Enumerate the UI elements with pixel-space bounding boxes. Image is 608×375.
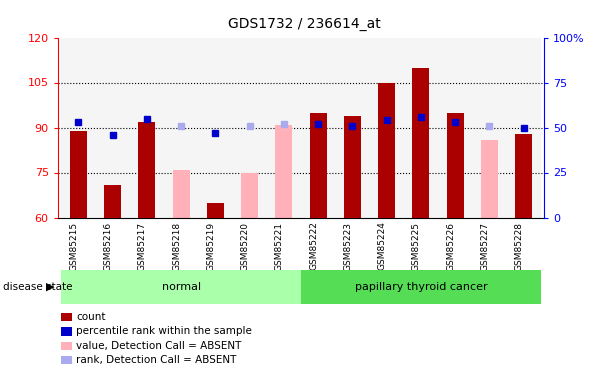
Bar	[301, 38, 335, 218]
Text: GSM85227: GSM85227	[480, 222, 489, 270]
Text: GDS1732 / 236614_at: GDS1732 / 236614_at	[227, 17, 381, 31]
Bar	[506, 38, 541, 218]
Text: GSM85224: GSM85224	[378, 222, 387, 270]
Text: GSM85220: GSM85220	[241, 222, 249, 270]
Bar	[472, 38, 506, 218]
Bar	[267, 38, 301, 218]
Text: percentile rank within the sample: percentile rank within the sample	[76, 327, 252, 336]
Bar	[104, 184, 121, 218]
Text: ▶: ▶	[46, 282, 55, 292]
Text: rank, Detection Call = ABSENT: rank, Detection Call = ABSENT	[76, 355, 237, 365]
Bar	[61, 270, 301, 304]
Bar	[481, 140, 498, 218]
Text: GSM85216: GSM85216	[103, 222, 112, 271]
Text: GSM85228: GSM85228	[514, 222, 523, 270]
Bar	[232, 38, 267, 218]
Bar	[198, 38, 232, 218]
Bar	[241, 172, 258, 217]
Bar	[438, 38, 472, 218]
Bar	[173, 170, 190, 217]
Bar	[309, 112, 326, 218]
Bar	[207, 202, 224, 217]
Bar	[95, 38, 130, 218]
Bar	[446, 112, 464, 218]
Bar	[61, 38, 95, 218]
Text: value, Detection Call = ABSENT: value, Detection Call = ABSENT	[76, 341, 241, 351]
Bar	[378, 82, 395, 218]
Bar	[335, 38, 370, 218]
Bar	[275, 124, 292, 217]
Text: GSM85223: GSM85223	[344, 222, 353, 270]
Bar	[370, 38, 404, 218]
Text: GSM85215: GSM85215	[69, 222, 78, 271]
Text: GSM85222: GSM85222	[309, 222, 318, 270]
Bar	[344, 116, 361, 218]
Text: GSM85221: GSM85221	[275, 222, 284, 270]
Bar	[515, 134, 532, 218]
Text: count: count	[76, 312, 106, 322]
Text: GSM85226: GSM85226	[446, 222, 455, 270]
Text: normal: normal	[162, 282, 201, 292]
Text: GSM85217: GSM85217	[138, 222, 147, 271]
Bar	[164, 38, 198, 218]
Bar	[138, 122, 156, 218]
Bar	[412, 68, 429, 218]
Text: disease state: disease state	[3, 282, 72, 292]
Bar	[130, 38, 164, 218]
Text: GSM85225: GSM85225	[412, 222, 421, 270]
Bar	[70, 130, 87, 218]
Text: GSM85219: GSM85219	[206, 222, 215, 271]
Bar	[301, 270, 541, 304]
Text: GSM85218: GSM85218	[172, 222, 181, 271]
Text: papillary thyroid cancer: papillary thyroid cancer	[354, 282, 487, 292]
Bar	[404, 38, 438, 218]
